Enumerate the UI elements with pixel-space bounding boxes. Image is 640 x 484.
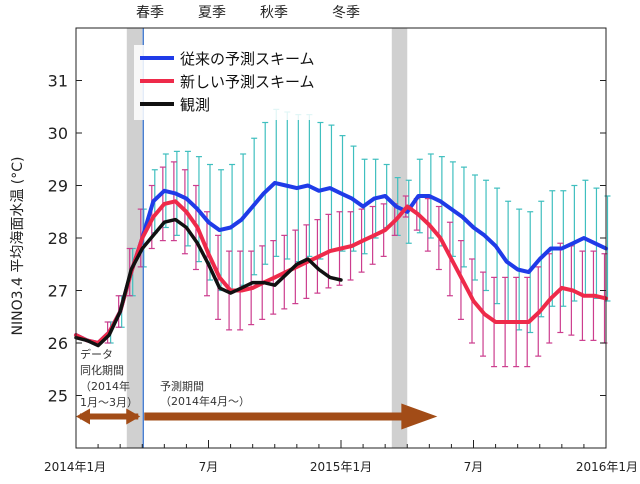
assimilation-period-label: 同化期間	[80, 363, 124, 377]
legend-label: 新しい予測スキーム	[180, 73, 315, 91]
old-scheme-line	[74, 180, 608, 345]
shaded-period-0	[126, 28, 143, 448]
assimilation-period-label: 1月～3月）	[80, 396, 138, 409]
forecast-period-label: （2014年4月～）	[160, 394, 250, 408]
season-label: 夏季	[198, 5, 226, 21]
assimilation-period-label: データ	[80, 347, 113, 361]
shaded-periods	[126, 28, 408, 448]
x-tick-label: 2016年1月	[576, 460, 638, 474]
period-arrows	[76, 403, 438, 430]
season-label: 秋季	[260, 5, 288, 21]
error-bars	[104, 108, 611, 368]
y-axis-label: NINO3.4 平均海面水温 (°C)	[10, 157, 26, 336]
assimilation-period-label: （2014年	[80, 379, 130, 393]
forecast-arrow-shaft	[144, 412, 410, 421]
season-labels: 春季 夏季 秋季 冬季	[136, 5, 360, 21]
shaded-period-1	[391, 28, 408, 448]
series-lines	[74, 28, 608, 448]
y-tick-label: 31	[48, 72, 68, 91]
season-label: 春季	[136, 5, 164, 21]
observation-line	[74, 217, 343, 348]
x-tick-label: 7月	[464, 460, 484, 474]
y-tick-label: 27	[48, 282, 68, 301]
assimilation-arrow-head-right	[126, 408, 141, 425]
new-scheme-line	[74, 199, 608, 345]
axes: 25 26 27 28 29 30 31 2014年1月 7月 2015年1月 7月 2016年1月	[44, 27, 638, 474]
y-tick-label: 28	[48, 229, 68, 248]
y-tick-label: 29	[48, 177, 68, 196]
forecast-period-label: 予測期間	[160, 379, 204, 393]
y-tick-label: 25	[48, 387, 68, 406]
season-label: 冬季	[332, 5, 360, 21]
x-tick-label: 2014年1月	[44, 460, 106, 474]
x-tick-label: 7月	[199, 460, 219, 474]
x-tick-label: 2015年1月	[310, 460, 372, 474]
legend-label: 観測	[180, 96, 210, 114]
legend-label: 従来の予測スキーム	[180, 50, 315, 68]
assimilation-arrow-head-left	[76, 408, 90, 425]
forecast-arrow-head	[401, 403, 438, 430]
y-tick-label: 30	[48, 124, 68, 143]
y-tick-label: 26	[48, 334, 68, 353]
